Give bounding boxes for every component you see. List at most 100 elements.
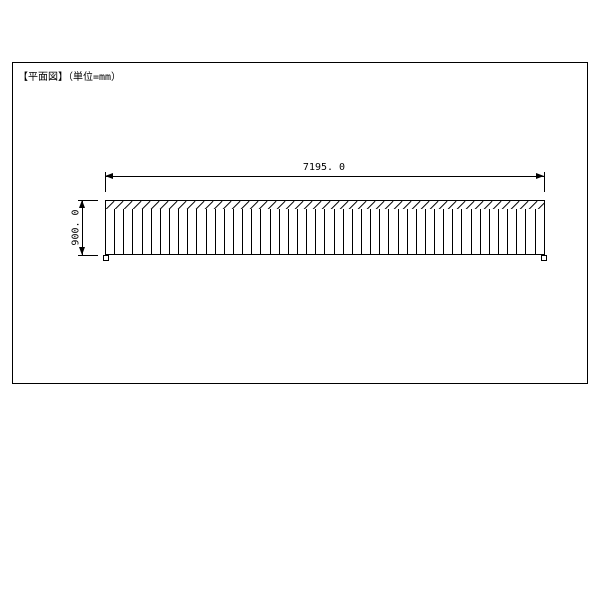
deck-slat — [179, 209, 188, 254]
deck-slat — [526, 209, 535, 254]
hatch-line — [195, 201, 204, 209]
deck-foot — [103, 255, 109, 261]
deck-slat — [243, 209, 252, 254]
deck-slat — [536, 209, 544, 254]
hatch-line — [465, 201, 474, 209]
hatch-line — [204, 201, 213, 209]
plan-view-title: 【平面図】（単位=mm） — [18, 68, 121, 83]
hatch-line — [267, 201, 276, 209]
hatch-line — [186, 201, 195, 209]
h-dim-label: 7195. 0 — [303, 162, 345, 173]
hatch-line — [159, 201, 168, 209]
hatch-line — [519, 201, 528, 209]
hatch-line — [168, 201, 177, 209]
hatch-line — [114, 201, 123, 209]
hatch-line — [303, 201, 312, 209]
deck-slat — [225, 209, 234, 254]
deck-slat — [298, 209, 307, 254]
hatch-line — [438, 201, 447, 209]
hatch-line — [177, 201, 186, 209]
deck-slat — [399, 209, 408, 254]
deck-slat — [362, 209, 371, 254]
drawing-canvas: 【平面図】（単位=mm） 7195. 0 900. 0 — [0, 0, 600, 600]
deck-slat — [207, 209, 216, 254]
deck-slat — [261, 209, 270, 254]
deck-slat — [234, 209, 243, 254]
deck-slat — [106, 209, 115, 254]
deck-slat — [197, 209, 206, 254]
deck-slat — [344, 209, 353, 254]
hatch-line — [357, 201, 366, 209]
v-dim-label: 900. 0 — [71, 209, 82, 245]
hatch-line — [492, 201, 501, 209]
deck-slats — [106, 209, 544, 254]
h-dim-extension-right — [544, 172, 545, 192]
hatch-line — [141, 201, 150, 209]
hatch-line — [429, 201, 438, 209]
hatch-line — [106, 201, 114, 209]
hatch-line — [294, 201, 303, 209]
deck-slat — [271, 209, 280, 254]
deck-slat — [371, 209, 380, 254]
hatch-line — [474, 201, 483, 209]
deck-slat — [188, 209, 197, 254]
hatch-line — [366, 201, 375, 209]
hatch-line — [528, 201, 537, 209]
deck-slat — [335, 209, 344, 254]
deck-slat — [143, 209, 152, 254]
hatch-line — [393, 201, 402, 209]
hatch-line — [249, 201, 258, 209]
deck-slat — [389, 209, 398, 254]
deck-slat — [462, 209, 471, 254]
hatch-line — [456, 201, 465, 209]
h-dim-arrow-right — [536, 173, 544, 179]
hatch-line — [510, 201, 519, 209]
hatch-line — [483, 201, 492, 209]
deck-slat — [124, 209, 133, 254]
deck-slat — [252, 209, 261, 254]
v-dim-extension-bottom — [78, 255, 98, 256]
deck-slat — [490, 209, 499, 254]
deck-slat — [380, 209, 389, 254]
hatch-line — [123, 201, 132, 209]
hatch-line — [258, 201, 267, 209]
v-dim-arrow-down — [79, 247, 85, 255]
h-dim-line — [105, 176, 544, 177]
hatch-line — [537, 201, 544, 209]
deck-slat — [408, 209, 417, 254]
hatch-line — [384, 201, 393, 209]
hatch-line — [213, 201, 222, 209]
v-dim-arrow-up — [79, 200, 85, 208]
hatch-line — [132, 201, 141, 209]
h-dim-arrow-left — [105, 173, 113, 179]
hatch-line — [276, 201, 285, 209]
hatch-line — [420, 201, 429, 209]
deck-slat — [417, 209, 426, 254]
hatch-line — [339, 201, 348, 209]
hatch-line — [240, 201, 249, 209]
hatch-line — [447, 201, 456, 209]
hatch-line — [402, 201, 411, 209]
deck-slat — [517, 209, 526, 254]
deck-outline — [105, 200, 545, 255]
deck-slat — [325, 209, 334, 254]
hatch-line — [375, 201, 384, 209]
deck-slat — [508, 209, 517, 254]
hatch-line — [312, 201, 321, 209]
hatch-band — [106, 201, 544, 209]
hatch-line — [321, 201, 330, 209]
hatch-line — [330, 201, 339, 209]
hatch-line — [231, 201, 240, 209]
deck-slat — [453, 209, 462, 254]
hatch-line — [348, 201, 357, 209]
deck-slat — [170, 209, 179, 254]
deck-slat — [426, 209, 435, 254]
deck-foot — [541, 255, 547, 261]
deck-slat — [307, 209, 316, 254]
deck-slat — [152, 209, 161, 254]
hatch-line — [285, 201, 294, 209]
hatch-line — [501, 201, 510, 209]
deck-slat — [161, 209, 170, 254]
deck-slat — [115, 209, 124, 254]
deck-slat — [472, 209, 481, 254]
